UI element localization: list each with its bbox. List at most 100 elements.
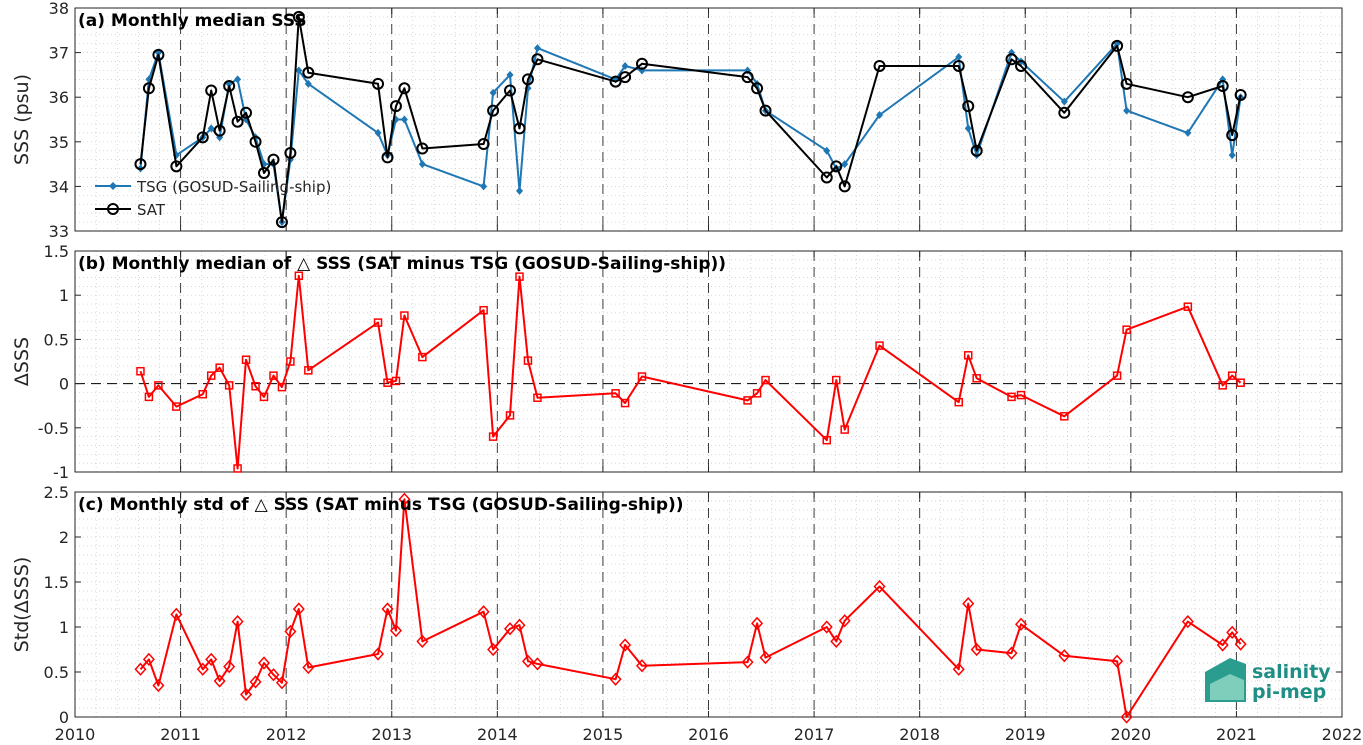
- sat-point: [962, 100, 975, 113]
- sat-point: [952, 59, 965, 72]
- sat-point: [142, 82, 155, 95]
- y-tick-label: 0.5: [44, 663, 69, 682]
- delta-point: [154, 381, 163, 390]
- delta-point: [488, 432, 498, 441]
- panel-title: (c) Monthly std of △ SSS (SAT minus TSG …: [78, 495, 684, 515]
- sat-point: [196, 131, 209, 144]
- delta-point: [1226, 625, 1239, 640]
- delta-point: [505, 411, 515, 420]
- delta-point: [1111, 654, 1124, 668]
- sat-point: [1005, 53, 1018, 66]
- delta-point: [533, 393, 542, 402]
- delta-point: [1120, 710, 1133, 724]
- sat-point: [635, 57, 648, 70]
- delta-point: [479, 305, 488, 315]
- sat-point: [170, 160, 183, 173]
- tsg-point: [480, 182, 488, 191]
- delta-point: [231, 614, 244, 629]
- delta-point: [1216, 638, 1229, 652]
- tsg-point: [234, 75, 242, 84]
- delta-point: [134, 662, 147, 676]
- delta-point: [142, 652, 155, 667]
- sat-point: [416, 142, 429, 155]
- y-tick-label: -0.5: [38, 419, 69, 438]
- tsg-point: [876, 111, 884, 120]
- delta-point: [752, 389, 762, 398]
- x-tick-label: 2022: [1322, 725, 1363, 744]
- panel-b: -1 -0.5 0 0.5 1 1.5 ΔSSS (b) Monthly median of …: [11, 242, 1343, 482]
- delta-point: [275, 676, 288, 690]
- delta-point: [241, 355, 251, 364]
- delta-point: [373, 318, 383, 327]
- logo-wave-shape: [1210, 674, 1244, 700]
- delta-point: [302, 660, 315, 675]
- sat-point: [521, 73, 534, 86]
- delta-point: [521, 654, 534, 668]
- y-tick-label: 0: [59, 375, 69, 394]
- sat-point: [257, 167, 270, 180]
- salinity-pi-mep-logo: salinity pi-mep: [1205, 658, 1331, 703]
- delta-point: [1122, 325, 1131, 334]
- sat-point: [1181, 91, 1194, 104]
- sat-point: [1120, 77, 1133, 90]
- y-tick-label: 34: [49, 177, 69, 196]
- x-tick-label: 2013: [371, 725, 412, 744]
- y-tick-label: 37: [49, 44, 69, 63]
- delta-point: [257, 656, 271, 670]
- delta-point: [136, 366, 145, 376]
- sat-point: [1226, 129, 1239, 142]
- delta-point: [741, 655, 754, 669]
- legend-tsg-label: TSG (GOSUD-Sailing-ship): [136, 178, 331, 196]
- delta-point: [477, 605, 490, 619]
- sat-point: [223, 80, 236, 93]
- sat-point: [398, 82, 411, 95]
- delta-point: [838, 614, 851, 628]
- delta-point: [875, 341, 884, 350]
- x-tick-label: 2018: [899, 725, 940, 744]
- delta-point: [249, 675, 262, 689]
- tsg-point: [1184, 128, 1192, 137]
- delta-point: [840, 425, 849, 434]
- delta-point: [954, 397, 963, 407]
- sat-point: [830, 160, 843, 173]
- panel-c: 0 0.5 1 1.5 2 2.5 2010 2011 2012 2013 2014 2015 2016…: [11, 483, 1362, 744]
- delta-point: [381, 602, 394, 616]
- tsg-point: [823, 146, 831, 155]
- tsg-point: [955, 53, 963, 62]
- y-tick-label: 1.5: [44, 573, 69, 592]
- tsg-point: [207, 124, 215, 133]
- delta-point: [873, 579, 886, 594]
- delta-point: [224, 381, 234, 390]
- logo-line1: salinity: [1252, 661, 1331, 683]
- tsg-point: [1123, 106, 1131, 115]
- x-tick-label: 2017: [794, 725, 835, 744]
- delta-series-line: [139, 498, 1242, 718]
- delta-point: [172, 402, 181, 411]
- sat-point: [213, 124, 226, 137]
- delta-point: [963, 351, 973, 360]
- sat-point: [240, 106, 253, 119]
- delta-point: [418, 352, 427, 362]
- delta-point: [152, 678, 165, 693]
- y-tick-label: 33: [49, 222, 69, 241]
- tsg-point: [516, 186, 524, 195]
- delta-point: [531, 657, 544, 671]
- sat-point: [741, 71, 754, 84]
- delta-point: [830, 634, 843, 649]
- delta-point: [952, 662, 965, 676]
- y-tick-label: 35: [49, 133, 69, 152]
- delta-point: [611, 389, 620, 398]
- delta-point: [822, 435, 832, 445]
- sat-point: [1058, 106, 1071, 119]
- panel-a: 33 34 35 36 37 38 SSS (psu) (a) Monthly median …: [11, 0, 1343, 241]
- tsg-point: [400, 115, 408, 124]
- delta-point: [515, 272, 524, 281]
- logo-line2: pi-mep: [1252, 681, 1326, 703]
- sat-point: [1111, 39, 1124, 52]
- sat-point: [1234, 88, 1247, 101]
- delta-point: [832, 375, 841, 385]
- delta-series-line: [139, 274, 1242, 470]
- sat-point: [487, 104, 500, 117]
- delta-point: [743, 396, 752, 405]
